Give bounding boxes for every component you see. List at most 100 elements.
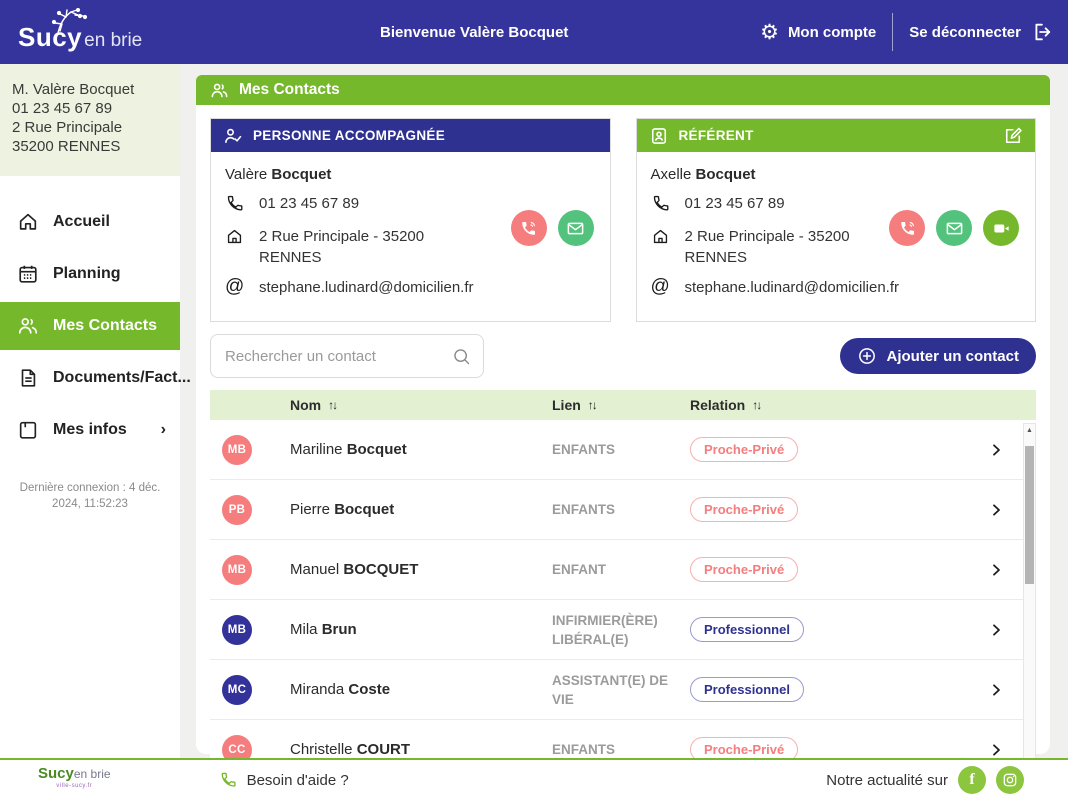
sidebar-user-card: M. Valère Bocquet 01 23 45 67 89 2 Rue P…: [0, 64, 180, 176]
sort-icon: ↑↓: [752, 398, 762, 412]
accompanied-card: PERSONNE ACCOMPAGNÉE Valère Bocquet 01 2…: [210, 118, 611, 322]
contacts-icon: [211, 83, 228, 97]
edit-icon: [1005, 127, 1022, 143]
referent-card-title: RÉFÉRENT: [678, 128, 754, 143]
app-header: Sucy en brie Bienvenue Valère Bocquet ⚙ M…: [0, 0, 1068, 64]
avatar: MB: [222, 554, 252, 585]
relation-badge: Professionnel: [690, 677, 804, 702]
contact-name: Christelle COURT: [290, 741, 411, 758]
sidebar-item-label: Mes infos: [53, 421, 127, 438]
logout-button[interactable]: Se déconnecter: [909, 21, 1052, 43]
account-button-label: Mon compte: [787, 23, 877, 41]
at-icon: @: [650, 276, 670, 297]
relation-badge: Proche-Privé: [690, 497, 799, 522]
referent-email: stephane.ludinard@domicilien.fr: [684, 279, 900, 296]
chevron-right-icon: ›: [160, 421, 166, 438]
gear-icon: ⚙: [760, 20, 779, 44]
footer-logo: Sucyen brie ville-sucy.fr: [38, 766, 111, 792]
table-header: Nom ↑↓ Lien ↑↓ Relation ↑↓: [210, 390, 1036, 420]
table-scrollbar[interactable]: ▲ ▼: [1023, 423, 1036, 780]
header-divider: [892, 13, 894, 51]
sidebar-item-label: Mes Contacts: [53, 317, 158, 334]
contact-lien: ENFANTS: [552, 442, 616, 457]
sidebar-nav: Accueil Planning Mes Contacts Documents/…: [0, 198, 191, 454]
logout-icon: [1035, 23, 1051, 41]
column-header-relation[interactable]: Relation ↑↓: [690, 397, 762, 413]
referent-card: RÉFÉRENT Axelle Bocquet 01 23 45 67 89 2…: [635, 118, 1036, 322]
sidebar-item-mes-contacts[interactable]: Mes Contacts: [0, 302, 180, 350]
contacts-table: MB Mariline Bocquet ENFANTS Proche-Privé…: [210, 420, 1036, 783]
avatar: PB: [222, 494, 252, 525]
page-title-bar: Mes Contacts: [196, 75, 1050, 105]
content-panel: PERSONNE ACCOMPAGNÉE Valère Bocquet 01 2…: [196, 105, 1050, 780]
contact-name: Mariline Bocquet: [290, 441, 407, 458]
relation-badge: Proche-Privé: [690, 437, 799, 462]
logo-tree-icon: [51, 7, 88, 34]
logo-text-main: Sucy: [18, 21, 83, 52]
page-title: Mes Contacts: [239, 81, 340, 98]
contact-lien: ENFANTS: [552, 502, 616, 517]
contact-lien: ASSISTANT(E) DE VIE: [552, 672, 669, 707]
sidebar-item-documents[interactable]: Documents/Fact...: [0, 354, 191, 402]
scrollbar-thumb[interactable]: [1025, 446, 1034, 584]
user-name: M. Valère Bocquet: [12, 81, 135, 98]
referent-name: Axelle Bocquet: [650, 166, 756, 183]
scroll-up-arrow[interactable]: ▲: [1026, 427, 1033, 434]
accompanied-card-title: PERSONNE ACCOMPAGNÉE: [253, 128, 446, 143]
person-check-icon: [225, 128, 242, 143]
contact-name: Pierre Bocquet: [290, 501, 395, 518]
chevron-right-icon: [993, 743, 1000, 756]
sidebar-item-accueil[interactable]: Accueil: [0, 198, 180, 246]
table-row[interactable]: PB Pierre Bocquet ENFANTS Proche-Privé: [210, 480, 1036, 540]
id-badge-icon: [651, 127, 666, 144]
plus-circle-icon: [859, 348, 876, 364]
edit-referent-button[interactable]: [1003, 126, 1023, 146]
call-button[interactable]: [510, 210, 547, 246]
mail-button[interactable]: [936, 210, 972, 246]
house-icon: [225, 227, 245, 250]
sidebar-item-mes-infos[interactable]: Mes infos ›: [0, 406, 180, 454]
call-button[interactable]: [889, 210, 925, 246]
footer-logo-tagline: ville-sucy.fr: [56, 783, 93, 789]
house-icon: [651, 227, 671, 250]
referent-card-header: RÉFÉRENT: [636, 119, 1035, 152]
sort-icon: ↑↓: [587, 398, 598, 412]
help-link[interactable]: Besoin d'aide ?: [219, 771, 349, 789]
accompanied-address: 2 Rue Principale - 35200 RENNES: [259, 228, 425, 266]
referent-phone: 01 23 45 67 89: [684, 195, 785, 212]
video-call-button[interactable]: [983, 210, 1019, 246]
avatar: MB: [222, 434, 252, 465]
sidebar-item-label: Documents/Fact...: [53, 369, 191, 386]
at-icon: @: [225, 276, 245, 297]
help-label: Besoin d'aide ?: [246, 771, 349, 789]
facebook-icon[interactable]: f: [958, 766, 986, 794]
contact-name: Manuel BOCQUET: [290, 561, 419, 578]
sidebar-item-planning[interactable]: Planning: [0, 250, 180, 298]
avatar: MB: [222, 614, 252, 645]
sidebar: M. Valère Bocquet 01 23 45 67 89 2 Rue P…: [0, 64, 191, 758]
sidebar-item-label: Planning: [53, 265, 121, 282]
contact-name: Miranda Coste: [290, 681, 391, 698]
table-row[interactable]: MB Mila Brun INFIRMIER(ÈRE) LIBÉRAL(E) P…: [210, 600, 1036, 660]
table-row[interactable]: MB Mariline Bocquet ENFANTS Proche-Privé: [210, 420, 1036, 480]
contact-name: Mila Brun: [290, 621, 357, 638]
relation-badge: Proche-Privé: [690, 737, 799, 762]
mail-button[interactable]: [557, 210, 594, 246]
home-icon: [19, 213, 37, 230]
account-button[interactable]: ⚙ Mon compte: [760, 22, 876, 43]
last-connection: Dernière connexion : 4 déc. 2024, 11:52:…: [19, 482, 161, 510]
add-contact-button[interactable]: Ajouter un contact: [840, 338, 1036, 374]
social-label: Notre actualité sur: [826, 771, 948, 789]
table-row[interactable]: MC Miranda Coste ASSISTANT(E) DE VIE Pro…: [210, 660, 1036, 720]
user-phone: 01 23 45 67 89: [12, 100, 113, 117]
relation-badge: Proche-Privé: [690, 557, 799, 582]
accompanied-card-header: PERSONNE ACCOMPAGNÉE: [211, 119, 610, 152]
column-header-lien[interactable]: Lien ↑↓: [552, 397, 598, 413]
phone-icon: [221, 772, 236, 787]
column-header-nom[interactable]: Nom ↑↓: [290, 397, 338, 413]
search-input[interactable]: [210, 334, 484, 378]
accompanied-name: Valère Bocquet: [225, 166, 332, 183]
search-icon[interactable]: [451, 346, 472, 372]
instagram-icon[interactable]: [996, 766, 1024, 794]
table-row[interactable]: MB Manuel BOCQUET ENFANT Proche-Privé: [210, 540, 1036, 600]
